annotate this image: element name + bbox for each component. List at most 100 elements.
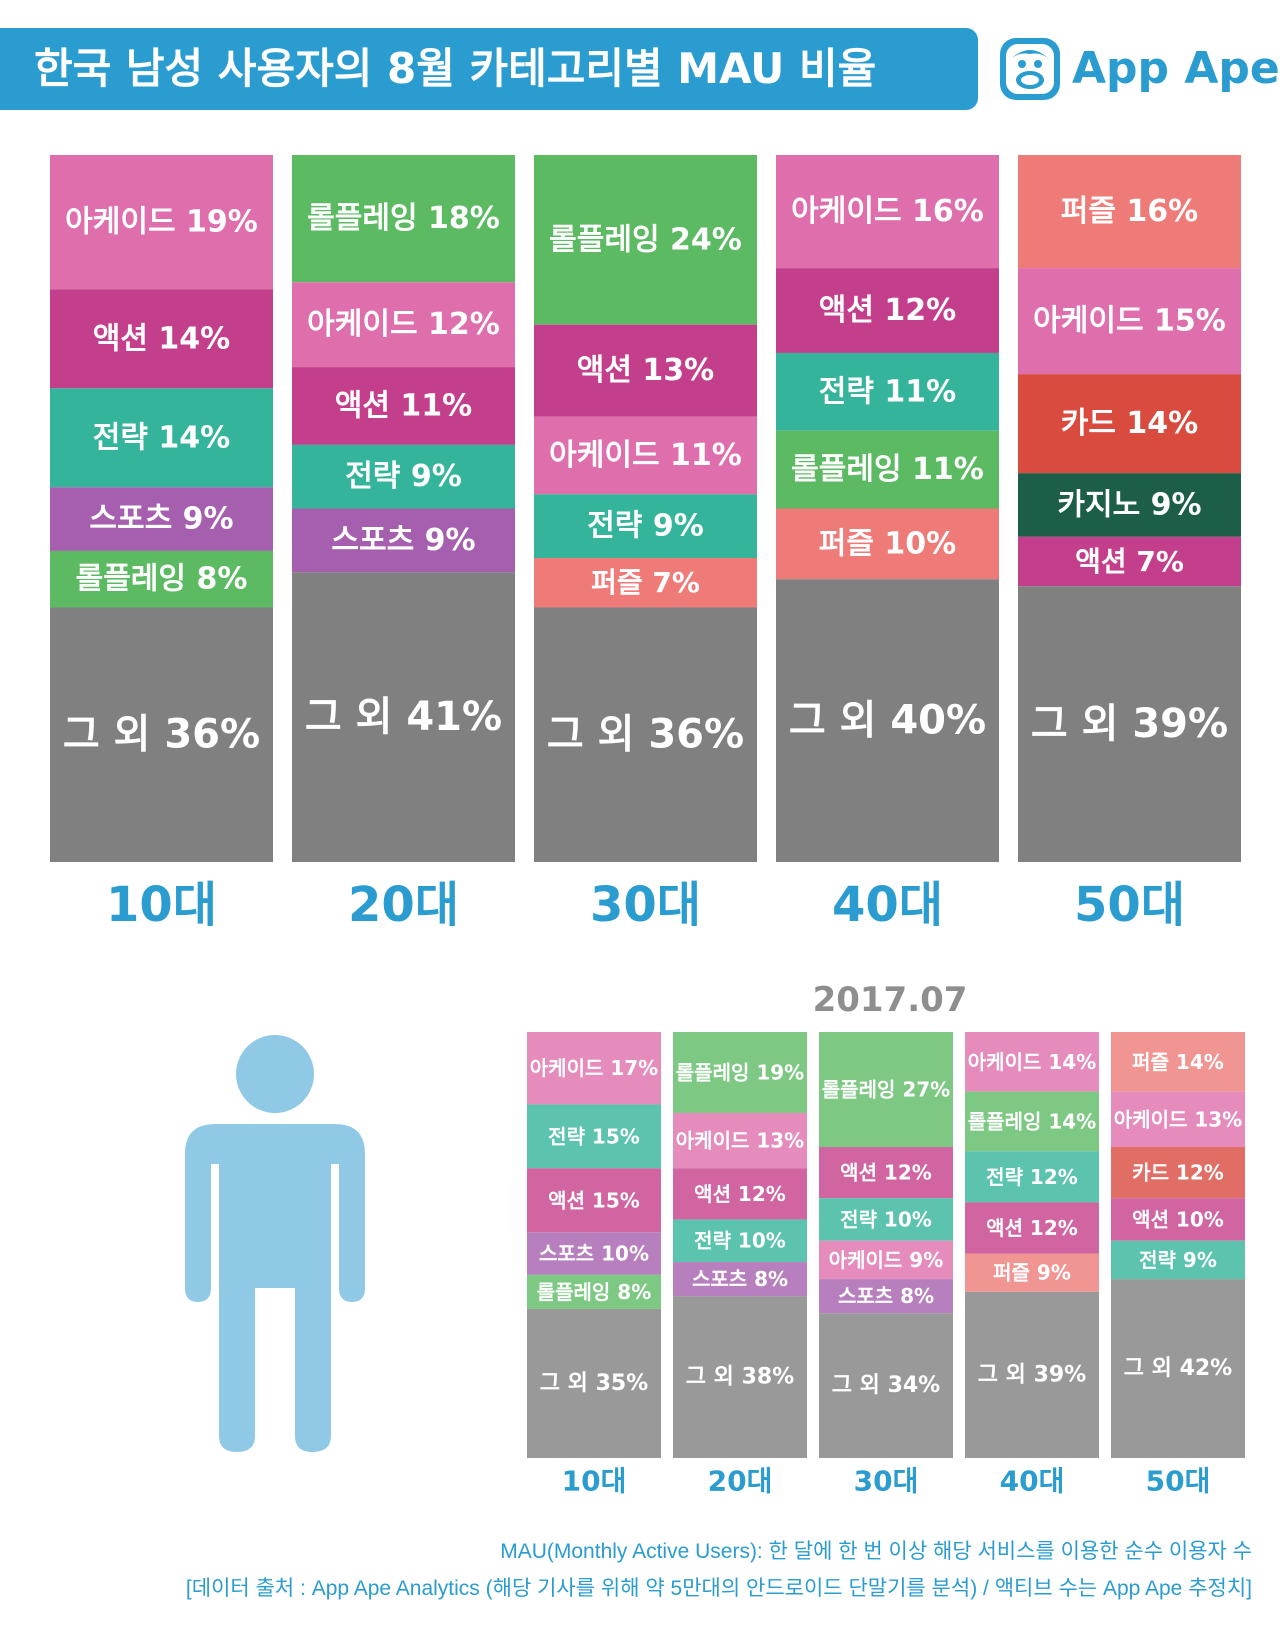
- august-bar-2-segment-4: [292, 444, 515, 509]
- august-bar-5-segment-2: [1018, 268, 1241, 375]
- july-category-label-1: 10대: [562, 1465, 627, 1498]
- august-bar-2-segment-6-label: 그 외 41%: [305, 694, 502, 740]
- august-bar-1-segment-1: [50, 155, 273, 290]
- august-bar-3-segment-4-label: 전략 9%: [587, 509, 704, 544]
- july-bar-4-segment-3-label: 전략 12%: [986, 1165, 1078, 1189]
- july-bar-1-segment-3-label: 액션 15%: [548, 1188, 640, 1212]
- august-bar-2-segment-1: [292, 155, 515, 283]
- july-bar-4-segment-4-label: 액션 12%: [986, 1216, 1078, 1240]
- august-stacked-bar-chart: 아케이드 19% 액션 14% 전략 14% 스포츠 9% 롤플레잉 8% 그 외 36%…: [50, 155, 1241, 933]
- july-bar-2-segment-4: [673, 1219, 807, 1263]
- august-bar-5-segment-4-label: 카지노 9%: [1057, 487, 1201, 522]
- august-bar-5-segment-6-label: 그 외 39%: [1031, 701, 1228, 747]
- august-bar-1-segment-3: [50, 388, 273, 488]
- august-bar-2-segment-5-label: 스포츠 9%: [331, 523, 475, 558]
- july-bar-3-segment-2-label: 액션 12%: [840, 1161, 932, 1185]
- july-bar-3-segment-3: [819, 1198, 953, 1241]
- july-bar-3-segment-5: [819, 1279, 953, 1314]
- july-category-label-4: 40대: [1000, 1465, 1065, 1498]
- july-bar-2-segment-3: [673, 1168, 807, 1220]
- august-bar-2-segment-5: [292, 508, 515, 573]
- july-bar-3-segment-6: [819, 1313, 953, 1458]
- july-bar-3-segment-1: [819, 1032, 953, 1148]
- august-bar-1-segment-3-label: 전략 14%: [93, 420, 230, 455]
- july-bar-5-segment-6: [1111, 1279, 1245, 1458]
- august-bar-1-segment-2-label: 액션 14%: [93, 321, 230, 356]
- data-source-note: [데이터 출처 : App Ape Analytics (해당 기사를 위해 약…: [185, 1577, 1252, 1600]
- july-bar-2-segment-2: [673, 1112, 807, 1169]
- male-person-icon: [185, 1035, 365, 1452]
- august-bar-4-segment-4: [776, 430, 999, 509]
- mau-definition-note: MAU(Monthly Active Users): 한 달에 한 번 이상 해…: [500, 1540, 1252, 1563]
- ape-face-icon: [1000, 38, 1060, 100]
- july-bar-4-segment-1-label: 아케이드 14%: [968, 1050, 1096, 1074]
- july-bar-1-segment-2-label: 전략 15%: [548, 1124, 640, 1148]
- august-bar-5-segment-2-label: 아케이드 15%: [1033, 304, 1226, 339]
- july-bar-5-segment-4: [1111, 1198, 1245, 1241]
- july-bar-1-segment-6: [527, 1308, 661, 1458]
- august-bar-2-segment-2-label: 아케이드 12%: [307, 307, 500, 342]
- july-category-label-3: 30대: [854, 1465, 919, 1498]
- august-bar-3-segment-1-label: 롤플레잉 24%: [549, 222, 742, 257]
- august-bar-4-segment-5: [776, 508, 999, 580]
- august-bar-4-segment-4-label: 롤플레잉 11%: [791, 452, 984, 487]
- august-bar-3-segment-3-label: 아케이드 11%: [549, 438, 742, 473]
- july-bar-1-segment-1-label: 아케이드 17%: [530, 1056, 658, 1080]
- logo-wordmark: App Ape: [1072, 43, 1280, 94]
- july-bar-1-segment-6-label: 그 외 35%: [540, 1371, 648, 1396]
- app-ape-logo: App Ape: [996, 28, 1280, 110]
- july-bar-3-segment-1-label: 롤플레잉 27%: [822, 1078, 950, 1102]
- july-bar-1-segment-3: [527, 1168, 661, 1233]
- july-bar-3-segment-4: [819, 1240, 953, 1280]
- july-bar-4-segment-5: [965, 1253, 1099, 1292]
- july-bar-4-segment-3: [965, 1151, 1099, 1203]
- august-bar-4-segment-2: [776, 268, 999, 353]
- july-bar-4-segment-6-label: 그 외 39%: [978, 1362, 1086, 1387]
- august-bar-2-segment-4-label: 전략 9%: [345, 459, 462, 494]
- august-bar-1-segment-5-label: 롤플레잉 8%: [76, 562, 248, 597]
- july-bar-2-segment-5: [673, 1262, 807, 1297]
- july-bar-2-segment-5-label: 스포츠 8%: [692, 1267, 788, 1291]
- august-category-label-3: 30대: [590, 877, 701, 933]
- july-category-label-2: 20대: [708, 1465, 773, 1498]
- title-banner: 한국 남성 사용자의 8월 카테고리별 MAU 비율: [0, 28, 978, 110]
- july-bar-1-segment-4-label: 스포츠 10%: [539, 1242, 649, 1266]
- july-bar-2-segment-6-label: 그 외 38%: [686, 1365, 794, 1390]
- august-bar-2-segment-3-label: 액션 11%: [335, 388, 472, 423]
- july-bar-1-segment-1: [527, 1032, 661, 1105]
- august-bar-4-segment-1: [776, 155, 999, 269]
- july-bar-5-segment-2: [1111, 1091, 1245, 1148]
- august-bar-5-segment-6: [1018, 586, 1241, 862]
- august-bar-3-segment-5: [534, 557, 757, 608]
- august-bar-1-segment-5: [50, 550, 273, 608]
- july-bar-1-segment-5-label: 롤플레잉 8%: [537, 1280, 652, 1304]
- july-bar-5-segment-6-label: 그 외 42%: [1124, 1356, 1232, 1381]
- july-bar-3-segment-5-label: 스포츠 8%: [838, 1284, 934, 1308]
- page-title: 한국 남성 사용자의 8월 카테고리별 MAU 비율: [34, 44, 877, 93]
- august-bar-5-segment-4: [1018, 473, 1241, 537]
- august-bar-5-segment-5-label: 액션 7%: [1075, 545, 1184, 578]
- july-bar-1-segment-5: [527, 1274, 661, 1309]
- august-bar-4-segment-1-label: 아케이드 16%: [791, 194, 984, 229]
- august-bar-3-segment-6-label: 그 외 36%: [547, 712, 744, 758]
- august-bar-5-segment-3-label: 카드 14%: [1061, 406, 1198, 441]
- july-bar-3-segment-6-label: 그 외 34%: [832, 1373, 940, 1398]
- august-bar-1-segment-6: [50, 607, 273, 862]
- july-bar-1-segment-4: [527, 1232, 661, 1275]
- august-bar-3-segment-2: [534, 324, 757, 417]
- july-bar-5-segment-3: [1111, 1147, 1245, 1199]
- chart-title-2017-07: 2017.07: [812, 980, 968, 1020]
- august-category-label-5: 50대: [1074, 877, 1185, 933]
- august-bar-3-segment-2-label: 액션 13%: [577, 353, 714, 388]
- august-bar-3-segment-3: [534, 416, 757, 495]
- july-bar-2-segment-1: [673, 1032, 807, 1113]
- july-bar-5-segment-1-label: 퍼즐 14%: [1132, 1050, 1224, 1074]
- july-bar-4-segment-2: [965, 1091, 1099, 1152]
- july-bar-3-segment-4-label: 아케이드 9%: [829, 1248, 944, 1272]
- july-bar-4-segment-6: [965, 1291, 1099, 1458]
- july-bar-5-segment-5-label: 전략 9%: [1139, 1248, 1217, 1272]
- august-bar-2-segment-3: [292, 367, 515, 445]
- july-category-label-5: 50대: [1146, 1465, 1211, 1498]
- august-bar-1-segment-6-label: 그 외 36%: [63, 712, 260, 758]
- july-bar-2-segment-2-label: 아케이드 13%: [676, 1129, 804, 1153]
